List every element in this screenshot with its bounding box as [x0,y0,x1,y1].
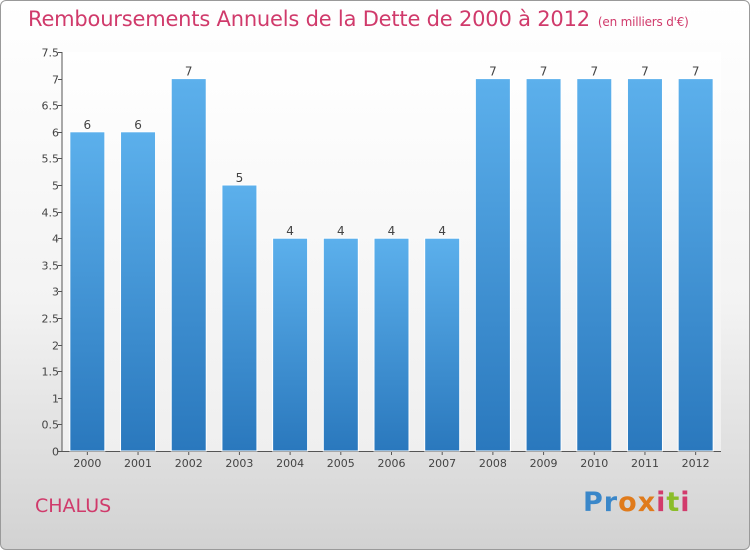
logo-letter: P [583,487,604,518]
data-labels: 6 6 7 5 4 4 4 4 7 7 7 7 7 [84,65,700,239]
y-tick-label: 5 [52,180,59,193]
bar-2012 [677,78,714,452]
x-tick-label: 2012 [682,457,710,470]
data-label: 7 [641,65,649,79]
bar-2011 [626,78,663,452]
x-tick-label: 2000 [73,457,101,470]
logo-letter: o [618,487,638,518]
logo-letter: i [680,487,691,518]
data-label: 7 [692,65,700,79]
y-tick-label: 0 [52,446,59,459]
y-tick-label: 3.5 [42,260,60,273]
y-tick-label: 4.5 [42,207,60,220]
chart-title-text: Remboursements Annuels de la Dette de 20… [28,7,590,31]
x-tick-label: 2011 [631,457,659,470]
logo-letter: i [656,487,667,518]
bar-2001 [120,131,157,452]
logo-letter: r [603,487,619,518]
data-label: 4 [286,224,294,238]
y-tick-label: 5.5 [42,153,60,166]
bar-2008 [474,78,511,452]
chart-unit: (en milliers d'€) [597,15,689,29]
bar-2006 [373,237,410,452]
logo-letter: x [637,487,657,518]
data-label: 6 [84,118,92,132]
x-tick-label: 2006 [378,457,406,470]
y-tick-label: 6.5 [42,100,60,113]
data-label: 5 [236,171,244,185]
bar-2007 [424,237,461,452]
y-tick-label: 7.5 [42,47,60,60]
x-tick-label: 2002 [175,457,203,470]
y-tick-label: 4 [52,233,59,246]
data-label: 4 [388,224,396,238]
x-axis: 2000 2001 2002 2003 2004 2005 2006 2007 2008 2009… [62,451,721,470]
x-tick-label: 2004 [276,457,304,470]
data-label: 7 [590,65,598,79]
y-tick-label: 2 [52,340,59,353]
y-tick-label: 3 [52,286,59,299]
data-label: 7 [489,65,497,79]
x-tick-label: 2008 [479,457,507,470]
chart-title: Remboursements Annuels de la Dette de 20… [28,7,689,31]
y-tick-label: 1.5 [42,366,60,379]
y-tick-label: 0.5 [42,419,60,432]
x-tick-label: 2005 [327,457,355,470]
y-tick-label: 7 [52,74,59,87]
data-label: 7 [540,65,548,79]
bar-2010 [576,78,613,452]
bar-2004 [272,237,309,452]
bar-2002 [170,78,207,452]
x-tick-label: 2009 [530,457,558,470]
bar-2000 [69,131,106,452]
proxiti-logo: Proxiti [583,487,691,518]
x-tick-label: 2010 [580,457,608,470]
y-tick-label: 6 [52,127,59,140]
x-tick-label: 2003 [225,457,253,470]
data-label: 4 [337,224,345,238]
bar-2005 [322,237,359,452]
y-tick-label: 1 [52,393,59,406]
bar-2003 [221,184,258,452]
bars [69,78,714,452]
bar-2009 [525,78,562,452]
logo-letter: t [666,487,681,518]
data-label: 7 [185,65,193,79]
data-label: 6 [134,118,142,132]
y-tick-label: 2.5 [42,313,60,326]
y-axis: 0 0.5 1 1.5 2 2.5 3 3.5 4 4.5 5 5.5 6 6.5 7 7.5 [42,47,63,459]
x-tick-label: 2007 [428,457,456,470]
commune-name: CHALUS [35,495,112,517]
data-label: 4 [438,224,446,238]
x-tick-label: 2001 [124,457,152,470]
